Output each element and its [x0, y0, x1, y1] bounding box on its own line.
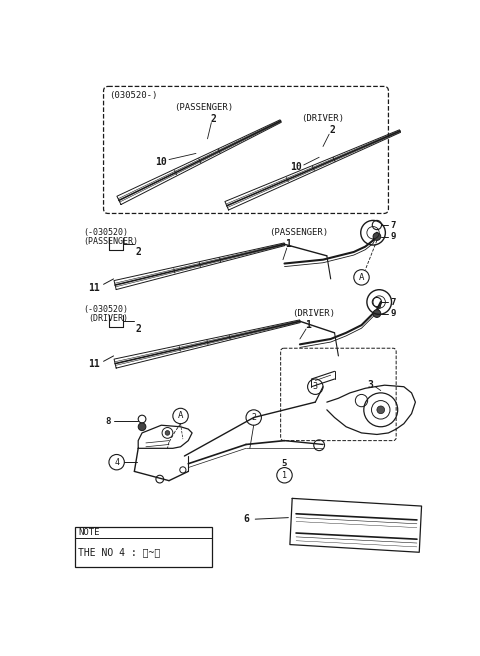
Text: (DRIVER): (DRIVER)	[301, 114, 345, 123]
Text: (030520-): (030520-)	[109, 91, 157, 100]
Text: NOTE: NOTE	[78, 527, 100, 537]
Text: 9: 9	[391, 232, 396, 241]
Text: (-030520): (-030520)	[83, 228, 128, 237]
Text: (PASSENGER): (PASSENGER)	[174, 104, 233, 112]
Text: 5: 5	[282, 459, 287, 468]
Text: 7: 7	[391, 298, 396, 306]
Text: 4: 4	[114, 458, 119, 466]
Text: 7: 7	[391, 220, 396, 230]
Text: (-030520): (-030520)	[83, 305, 128, 314]
Text: 10: 10	[156, 157, 167, 167]
Text: THE NO 4 : ①~⑤: THE NO 4 : ①~⑤	[78, 547, 160, 557]
Circle shape	[165, 430, 170, 435]
Text: A: A	[359, 273, 364, 282]
Text: 1: 1	[282, 471, 287, 480]
Circle shape	[138, 423, 146, 430]
Text: (PASSENGER): (PASSENGER)	[83, 237, 138, 247]
Text: 10: 10	[290, 162, 302, 173]
Text: (DRIVER): (DRIVER)	[292, 309, 335, 318]
Text: 3: 3	[313, 382, 318, 391]
Text: 3: 3	[368, 380, 373, 390]
Text: 2: 2	[135, 247, 141, 257]
Text: 9: 9	[391, 309, 396, 318]
Text: 6: 6	[243, 514, 249, 524]
Circle shape	[377, 406, 384, 414]
Text: A: A	[178, 411, 183, 420]
Circle shape	[373, 310, 381, 318]
Bar	[75, 527, 212, 567]
Text: 11: 11	[88, 283, 99, 293]
Text: 2: 2	[251, 413, 256, 422]
Text: (PASSENGER): (PASSENGER)	[269, 228, 328, 237]
Text: 1: 1	[305, 320, 311, 330]
Text: 2: 2	[329, 125, 335, 134]
Text: 11: 11	[88, 359, 99, 369]
Circle shape	[373, 233, 381, 240]
Text: (DRIVER): (DRIVER)	[88, 314, 128, 323]
Text: 1: 1	[286, 239, 291, 249]
Text: 2: 2	[135, 324, 141, 334]
Text: 8: 8	[106, 417, 111, 426]
Text: 2: 2	[211, 113, 216, 124]
